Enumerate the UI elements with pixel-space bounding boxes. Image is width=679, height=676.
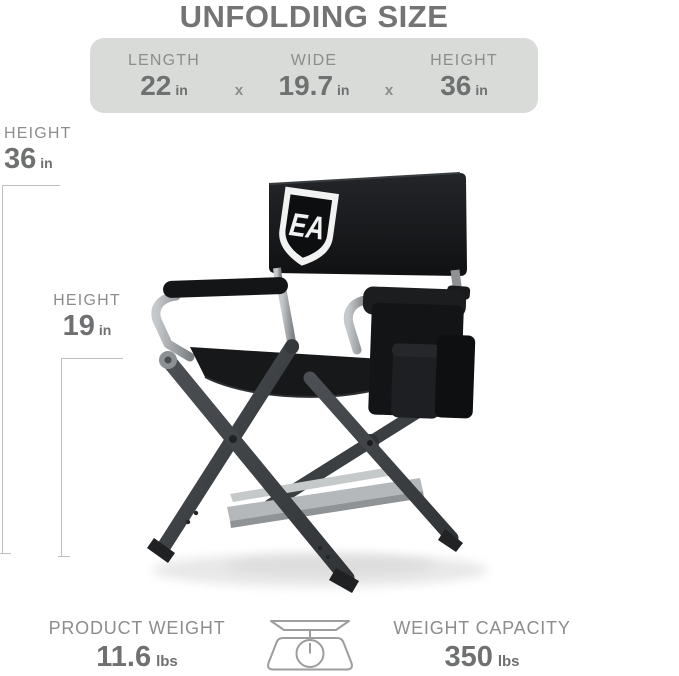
chair-footrest-edge bbox=[230, 491, 424, 528]
brand-logo-shield: EA bbox=[279, 186, 340, 266]
weight-capacity-value: 350 bbox=[444, 641, 493, 673]
annotation-unit: in bbox=[98, 322, 112, 338]
weight-capacity-label: WEIGHT CAPACITY bbox=[393, 618, 571, 638]
chair-leg-rear-left bbox=[156, 339, 299, 555]
weight-capacity-block: WEIGHT CAPACITY 350 lbs bbox=[372, 618, 592, 673]
dimension-value: 36 bbox=[440, 70, 472, 101]
product-weight-block: PRODUCT WEIGHT 11.6 lbs bbox=[28, 618, 246, 673]
chair-front-leg-right bbox=[303, 371, 459, 545]
chair-leg-bolt bbox=[185, 519, 191, 525]
dimension-wide: WIDE 19.7 in bbox=[240, 38, 388, 113]
dimension-height: HEIGHT 36 in bbox=[390, 38, 538, 113]
chair-armrest-frame bbox=[151, 291, 195, 362]
overall-height-measure-line bbox=[0, 185, 60, 554]
chair-seat bbox=[190, 347, 382, 397]
dimensions-bar: LENGTH 22 in x WIDE 19.7 in x HEIGHT 36 … bbox=[90, 38, 538, 113]
dimension-value: 19.7 bbox=[278, 70, 334, 101]
overall-height-annotation: HEIGHT 36 in bbox=[4, 124, 72, 175]
chair-hinge-bolt bbox=[367, 440, 373, 446]
chair-foot-cap bbox=[329, 568, 359, 593]
product-weight-value: 11.6 bbox=[96, 641, 152, 673]
chair-hinge-bolt bbox=[229, 435, 237, 443]
dimension-separator: x bbox=[384, 82, 394, 99]
dimension-unit: in bbox=[175, 82, 188, 98]
annotation-value: 19 bbox=[62, 310, 95, 342]
chair-side-pocket bbox=[362, 286, 476, 419]
chair-armrest-pad bbox=[163, 277, 288, 298]
annotation-unit: in bbox=[40, 155, 53, 171]
dimension-separator: x bbox=[234, 82, 244, 99]
weight-capacity-unit: lbs bbox=[497, 653, 520, 670]
dimension-unit: in bbox=[337, 82, 350, 98]
chair-leg-bolt bbox=[317, 545, 323, 551]
chair-leg-bolt bbox=[325, 554, 331, 560]
chair-hinge-bolt bbox=[164, 356, 172, 364]
armrest-height-measure-line bbox=[58, 358, 123, 557]
chair-backrest-topedge bbox=[268, 172, 461, 185]
chair-leg-bolt bbox=[193, 510, 199, 516]
chair-hinge bbox=[285, 340, 299, 354]
dimension-unit: in bbox=[475, 82, 488, 98]
dimension-label: LENGTH bbox=[127, 52, 201, 69]
armrest-height-annotation: HEIGHT 19 in bbox=[50, 291, 124, 342]
product-weight-unit: lbs bbox=[156, 653, 178, 670]
annotation-label: HEIGHT bbox=[53, 292, 121, 309]
annotation-value: 36 bbox=[4, 143, 37, 175]
product-weight-label: PRODUCT WEIGHT bbox=[48, 618, 226, 638]
chair-seat-edge bbox=[204, 376, 376, 398]
dimension-label: HEIGHT bbox=[430, 52, 498, 69]
brand-logo-text: EA bbox=[287, 207, 327, 247]
pocket-front bbox=[390, 343, 442, 419]
pocket-side bbox=[434, 334, 476, 419]
dimension-label: WIDE bbox=[290, 52, 338, 69]
chair-foot-cap bbox=[438, 529, 463, 552]
annotation-label: HEIGHT bbox=[4, 125, 72, 142]
page-title: UNFOLDING SIZE bbox=[179, 0, 449, 34]
kitchen-scale-icon bbox=[267, 620, 353, 671]
chair-foot-cap bbox=[147, 538, 175, 563]
director-chair-image: EA bbox=[147, 172, 488, 593]
chair-footrest-bar bbox=[227, 478, 423, 521]
dimension-value: 22 bbox=[140, 70, 172, 101]
chair-leg-front-left bbox=[160, 352, 355, 586]
dimension-length: LENGTH 22 in bbox=[90, 38, 238, 113]
chair-right-armrest-frame bbox=[343, 295, 371, 355]
